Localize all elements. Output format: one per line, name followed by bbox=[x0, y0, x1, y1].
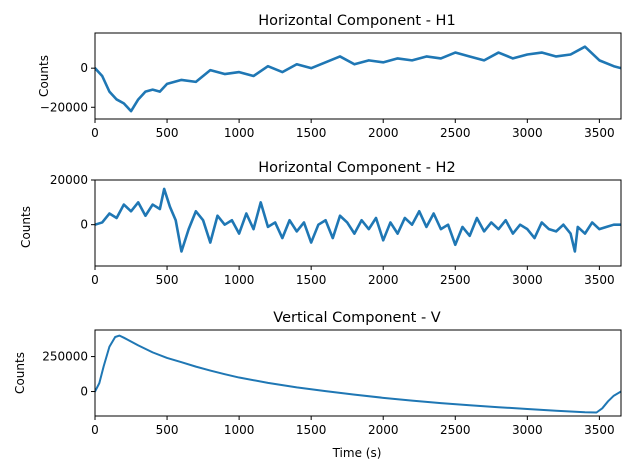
axes-frame bbox=[94, 32, 622, 120]
x-tick-label: 1500 bbox=[296, 423, 327, 437]
chart-title: Vertical Component - V bbox=[273, 310, 441, 326]
x-tick-label: 2000 bbox=[368, 423, 399, 437]
y-axis-label: Counts bbox=[37, 55, 51, 97]
x-tick-label: 2000 bbox=[368, 273, 399, 287]
x-tick-label: 1500 bbox=[296, 273, 327, 287]
x-tick-label: 2500 bbox=[440, 126, 471, 140]
x-tick-label: 500 bbox=[156, 273, 179, 287]
y-tick-label: 250000 bbox=[42, 350, 88, 364]
series-line bbox=[95, 334, 621, 414]
chart-title: Horizontal Component - H2 bbox=[258, 160, 455, 176]
chart-panel-v: Vertical Component - V Counts 0 500 1000 15… bbox=[13, 310, 622, 460]
x-tick-label: 2000 bbox=[368, 126, 399, 140]
x-tick-label: 2500 bbox=[440, 423, 471, 437]
x-tick-label: 1000 bbox=[224, 126, 255, 140]
axes-frame bbox=[94, 329, 622, 417]
x-tick-label: 500 bbox=[156, 126, 179, 140]
x-tick-label: 2500 bbox=[440, 273, 471, 287]
x-tick-label: 3000 bbox=[512, 423, 543, 437]
x-tick-label: 0 bbox=[91, 126, 99, 140]
chart-panel-h1: Horizontal Component - H1 Counts 0 500 100… bbox=[37, 13, 622, 140]
chart-panel-h2: Horizontal Component - H2 Counts 0 500 100… bbox=[19, 160, 622, 287]
y-tick-label: 0 bbox=[80, 385, 88, 399]
x-tick-label: 3500 bbox=[584, 423, 615, 437]
x-tick-label: 3500 bbox=[584, 126, 615, 140]
x-tick-label: 0 bbox=[91, 273, 99, 287]
y-axis-label: Counts bbox=[13, 352, 27, 394]
axes-frame bbox=[94, 179, 622, 267]
y-tick-label: 0 bbox=[80, 218, 88, 232]
x-tick-label: 1500 bbox=[296, 126, 327, 140]
x-tick-label: 0 bbox=[91, 423, 99, 437]
y-axis-label: Counts bbox=[19, 206, 33, 248]
plot-area: 0 500 1000 1500 2000 2500 3000 3500 0 20000 bbox=[50, 173, 621, 287]
x-tick-label: 1000 bbox=[224, 273, 255, 287]
chart-title: Horizontal Component - H1 bbox=[258, 13, 455, 29]
series-line bbox=[95, 187, 621, 253]
y-tick-label: 20000 bbox=[50, 173, 88, 187]
x-tick-label: 3500 bbox=[584, 273, 615, 287]
y-tick-label: 0 bbox=[80, 61, 88, 75]
x-tick-label: 3000 bbox=[512, 126, 543, 140]
x-tick-label: 1000 bbox=[224, 423, 255, 437]
y-tick-label: −20000 bbox=[40, 100, 88, 114]
x-tick-label: 500 bbox=[156, 423, 179, 437]
plot-area: 0 500 1000 1500 2000 2500 3000 3500 0 250000 bbox=[42, 334, 621, 437]
series-line bbox=[95, 45, 621, 113]
x-tick-label: 3000 bbox=[512, 273, 543, 287]
x-axis-label: Time (s) bbox=[332, 446, 382, 460]
